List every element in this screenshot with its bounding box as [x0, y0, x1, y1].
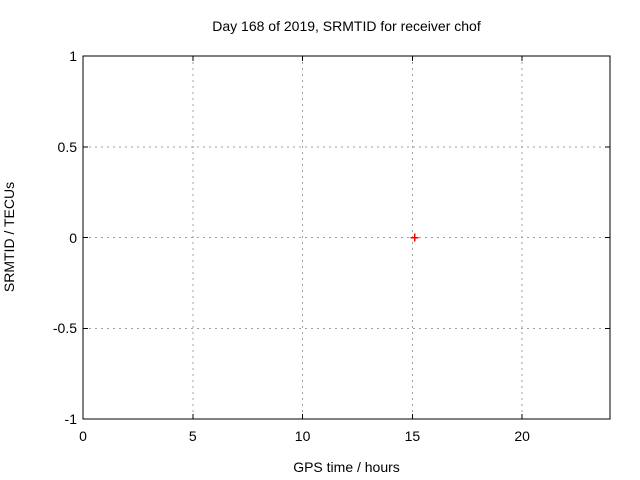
x-tick-label: 5 — [188, 428, 197, 444]
y-tick-label: 0.5 — [57, 138, 77, 155]
y-tick-label: 1 — [69, 48, 77, 64]
x-tick-label: 10 — [294, 428, 311, 444]
y-tick-label: -0.5 — [52, 320, 77, 337]
data-point-marker — [410, 233, 419, 242]
y-tick-label: 0 — [69, 229, 77, 246]
x-axis-label: GPS time / hours — [293, 459, 400, 475]
x-tick-label: 15 — [404, 428, 421, 444]
x-tick-label: 20 — [514, 428, 530, 444]
x-tick-label: 0 — [79, 428, 87, 444]
y-tick-label: -1 — [64, 411, 77, 427]
chart-title: Day 168 of 2019, SRMTID for receiver cho… — [212, 18, 481, 34]
